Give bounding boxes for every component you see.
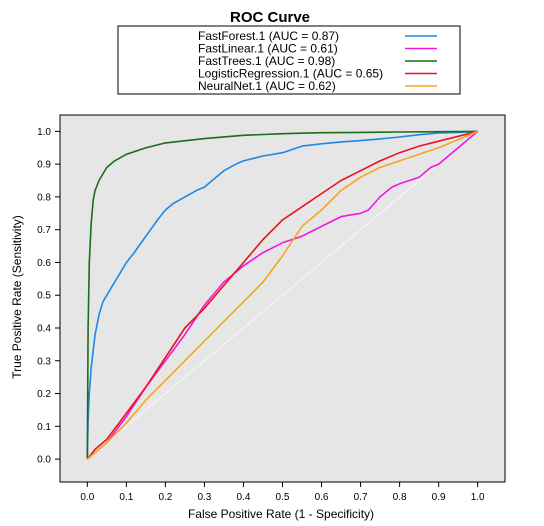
- y-tick-label: 0.4: [37, 323, 51, 334]
- series-line-5: [86, 130, 479, 460]
- y-tick-label: 0.1: [37, 422, 51, 433]
- y-tick-label: 0.6: [37, 258, 51, 269]
- y-tick-label: 0.9: [37, 160, 51, 171]
- y-tick-label: 0.5: [37, 291, 51, 302]
- legend-label-2: FastLinear.1 (AUC = 0.61): [198, 42, 338, 56]
- y-tick-label: 1.0: [37, 127, 51, 138]
- legend-label-3: FastTrees.1 (AUC = 0.98): [198, 54, 335, 68]
- x-tick-label: 0.2: [158, 492, 172, 503]
- x-tick-label: 0.0: [80, 492, 94, 503]
- x-tick-label: 0.3: [197, 492, 211, 503]
- legend-label-4: LogisticRegression.1 (AUC = 0.65): [198, 67, 383, 81]
- y-tick-label: 0.3: [37, 356, 51, 367]
- x-tick-label: 0.4: [237, 492, 251, 503]
- chart-title: ROC Curve: [230, 9, 310, 26]
- legend: FastForest.1 (AUC = 0.87)FastLinear.1 (A…: [117, 25, 461, 95]
- legend-box: [117, 25, 461, 95]
- series-line-4: [86, 130, 478, 460]
- y-tick-label: 0.8: [37, 192, 51, 203]
- x-tick-label: 1.0: [471, 492, 485, 503]
- y-axis: 0.0 0.1 0.2 0.3 0.4 0.5 0.6 0.7 0.8 0.9 1.0: [37, 127, 60, 466]
- legend-label-5: NeuralNet.1 (AUC = 0.62): [198, 79, 336, 93]
- reference-diagonal: [87, 131, 478, 460]
- y-axis-label: True Positive Rate (Sensitivity): [10, 215, 24, 379]
- x-tick-label: 0.9: [432, 492, 446, 503]
- series-line-1: [86, 130, 478, 460]
- plot-area: [59, 114, 506, 483]
- x-tick-label: 0.8: [393, 492, 407, 503]
- x-axis: 0.0 0.1 0.2 0.3 0.4 0.5 0.6 0.7 0.8 0.9 1.0: [80, 482, 485, 503]
- x-tick-label: 0.1: [119, 492, 133, 503]
- series-line-3: [86, 130, 478, 460]
- y-tick-label: 0.0: [37, 455, 51, 466]
- legend-label-1: FastForest.1 (AUC = 0.87): [198, 29, 339, 43]
- y-tick-label: 0.2: [37, 389, 51, 400]
- plot-background: [60, 115, 505, 482]
- x-tick-label: 0.7: [354, 492, 368, 503]
- x-axis-label: False Positive Rate (1 - Specificity): [188, 507, 374, 521]
- x-tick-label: 0.5: [276, 492, 290, 503]
- x-tick-label: 0.6: [315, 492, 329, 503]
- y-tick-label: 0.7: [37, 225, 51, 236]
